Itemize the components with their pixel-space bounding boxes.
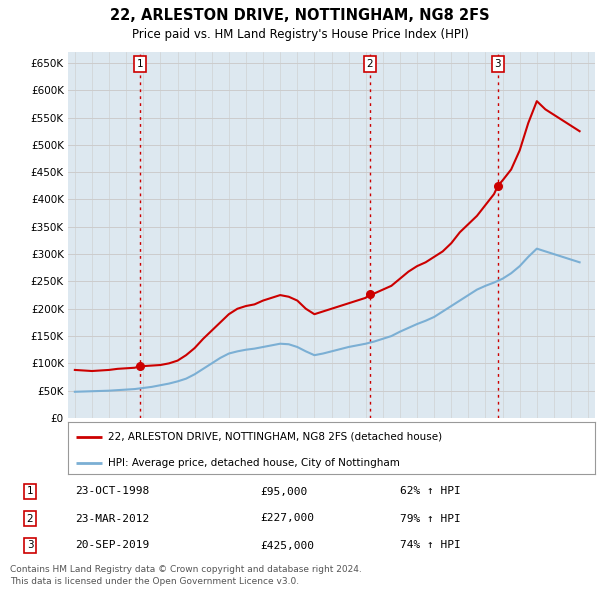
Text: HPI: Average price, detached house, City of Nottingham: HPI: Average price, detached house, City…: [107, 458, 400, 467]
Text: 3: 3: [494, 59, 501, 69]
Text: 22, ARLESTON DRIVE, NOTTINGHAM, NG8 2FS (detached house): 22, ARLESTON DRIVE, NOTTINGHAM, NG8 2FS …: [107, 431, 442, 441]
Text: £425,000: £425,000: [260, 540, 314, 550]
Text: 1: 1: [137, 59, 143, 69]
Text: 23-MAR-2012: 23-MAR-2012: [75, 513, 149, 523]
Text: 23-OCT-1998: 23-OCT-1998: [75, 487, 149, 497]
Text: 22, ARLESTON DRIVE, NOTTINGHAM, NG8 2FS: 22, ARLESTON DRIVE, NOTTINGHAM, NG8 2FS: [110, 8, 490, 23]
Text: 79% ↑ HPI: 79% ↑ HPI: [400, 513, 461, 523]
Text: 74% ↑ HPI: 74% ↑ HPI: [400, 540, 461, 550]
Text: 2: 2: [26, 513, 34, 523]
Text: £95,000: £95,000: [260, 487, 307, 497]
Text: 20-SEP-2019: 20-SEP-2019: [75, 540, 149, 550]
Text: This data is licensed under the Open Government Licence v3.0.: This data is licensed under the Open Gov…: [10, 578, 299, 586]
Text: Contains HM Land Registry data © Crown copyright and database right 2024.: Contains HM Land Registry data © Crown c…: [10, 565, 362, 575]
Text: 2: 2: [367, 59, 373, 69]
Text: £227,000: £227,000: [260, 513, 314, 523]
Text: 1: 1: [26, 487, 34, 497]
Text: 3: 3: [26, 540, 34, 550]
Text: Price paid vs. HM Land Registry's House Price Index (HPI): Price paid vs. HM Land Registry's House …: [131, 28, 469, 41]
Text: 62% ↑ HPI: 62% ↑ HPI: [400, 487, 461, 497]
